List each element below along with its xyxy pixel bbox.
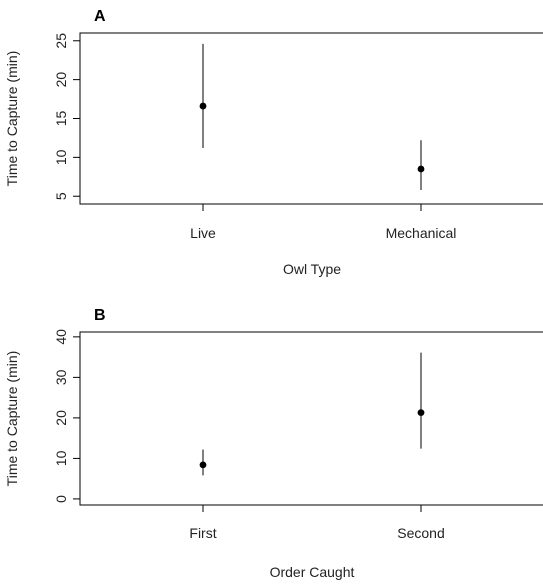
y-tick-label: 10: [53, 149, 69, 165]
data-point: [418, 166, 425, 173]
panel-b: 0 10 20 30 40 First Second Order Caught Time to …: [4, 307, 543, 580]
x-tick-label: Mechanical: [386, 225, 457, 241]
y-tick-label: 0: [53, 495, 69, 503]
x-axis-title: Owl Type: [283, 261, 341, 277]
x-tick-label: Second: [397, 525, 444, 541]
y-tick-label: 20: [53, 410, 69, 426]
data-point: [418, 409, 425, 416]
x-axis-title: Order Caught: [270, 564, 355, 580]
data-point: [200, 461, 207, 468]
x-tick-label: Live: [190, 225, 216, 241]
y-tick-label: 10: [53, 450, 69, 466]
y-tick-label: 25: [53, 33, 69, 49]
y-axis-title: Time to Capture (min): [4, 351, 20, 487]
panel-a: 5 10 15 20 25 Live Mechanical Owl Type Time to C…: [4, 8, 543, 277]
panel-label: B: [94, 307, 106, 324]
y-tick-label: 15: [53, 111, 69, 127]
y-tick-label: 5: [53, 192, 69, 200]
y-tick-label: 30: [53, 369, 69, 385]
data-point: [200, 103, 207, 110]
plot-frame: [80, 332, 543, 505]
plot-frame: [80, 33, 543, 204]
y-tick-label: 20: [53, 72, 69, 88]
panel-label: A: [94, 8, 106, 25]
x-tick-label: First: [189, 525, 216, 541]
y-tick-label: 40: [53, 329, 69, 345]
y-axis-title: Time to Capture (min): [4, 51, 20, 187]
